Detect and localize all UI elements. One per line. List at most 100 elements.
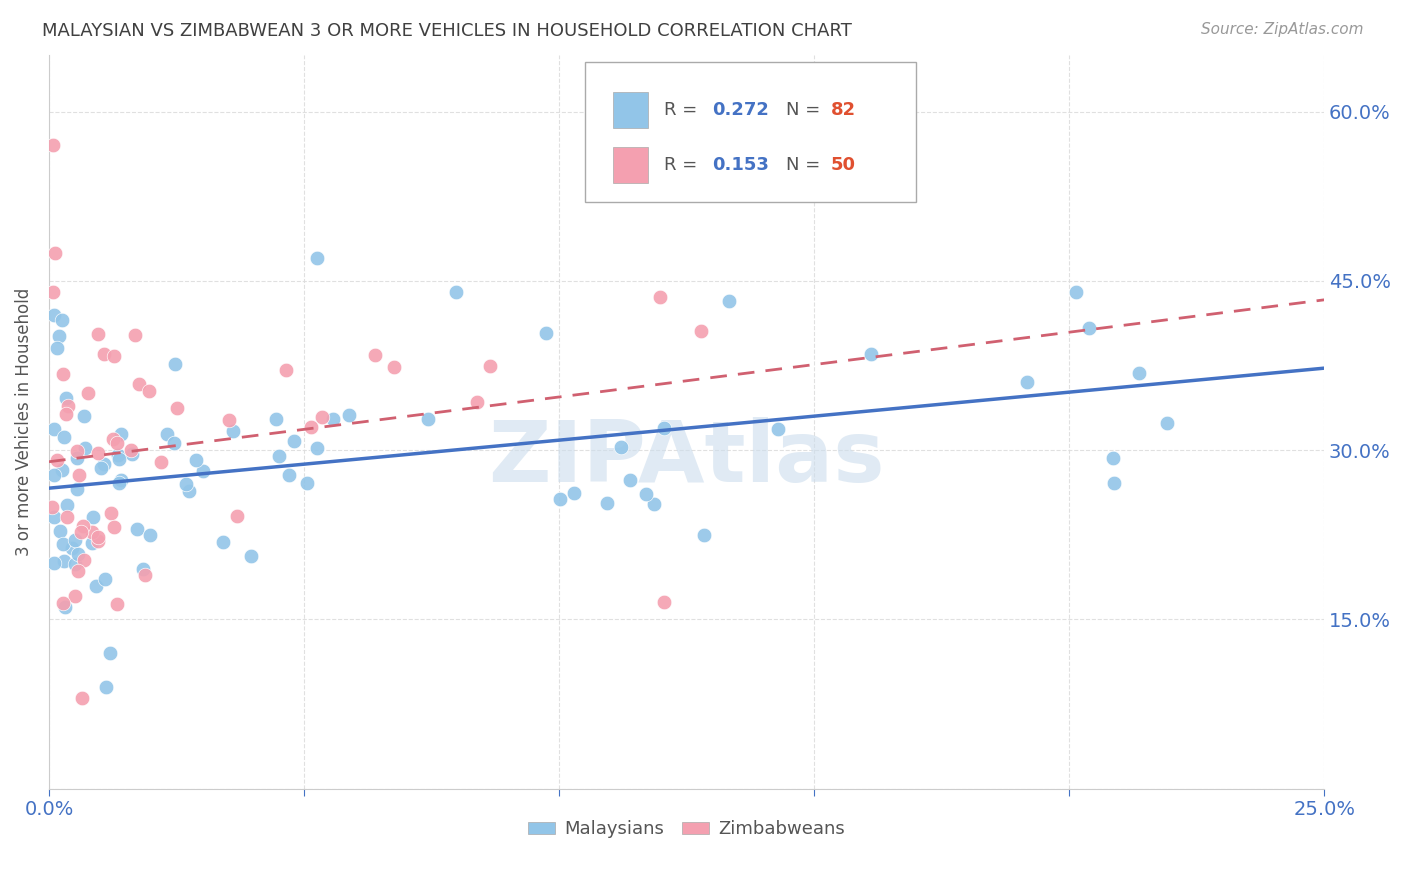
Zimbabweans (465, 394, 488, 409)
Text: 82: 82 (831, 101, 856, 120)
Malaysians (283, 434, 305, 448)
Zimbabweans (70, 691, 93, 706)
Malaysians (266, 411, 288, 425)
Zimbabweans (66, 444, 89, 458)
Malaysians (174, 476, 197, 491)
Malaysians (121, 447, 143, 461)
Malaysians (1064, 285, 1087, 299)
Malaysians (107, 448, 129, 462)
Malaysians (53, 600, 76, 615)
Malaysians (66, 547, 89, 561)
Zimbabweans (103, 520, 125, 534)
Malaysians (1077, 321, 1099, 335)
Zimbabweans (650, 290, 672, 304)
Zimbabweans (44, 245, 66, 260)
Malaysians (49, 524, 72, 538)
Malaysians (42, 556, 65, 570)
Malaysians (42, 467, 65, 482)
Zimbabweans (138, 384, 160, 398)
Malaysians (82, 510, 104, 524)
Zimbabweans (77, 386, 100, 401)
Zimbabweans (103, 432, 125, 446)
Zimbabweans (45, 452, 67, 467)
FancyBboxPatch shape (585, 62, 917, 202)
Zimbabweans (86, 530, 108, 544)
Zimbabweans (124, 328, 146, 343)
Zimbabweans (63, 589, 86, 603)
Malaysians (55, 391, 77, 405)
Zimbabweans (311, 409, 333, 424)
Zimbabweans (226, 508, 249, 523)
Zimbabweans (42, 285, 65, 299)
Malaysians (60, 541, 83, 556)
Zimbabweans (80, 525, 103, 540)
Zimbabweans (86, 445, 108, 459)
Malaysians (596, 496, 619, 510)
Zimbabweans (42, 138, 65, 153)
Zimbabweans (105, 597, 128, 611)
Malaysians (1128, 366, 1150, 380)
Zimbabweans (72, 518, 94, 533)
Zimbabweans (100, 507, 122, 521)
Zimbabweans (478, 359, 501, 373)
Malaysians (42, 308, 65, 322)
Malaysians (221, 424, 243, 438)
Malaysians (51, 463, 73, 477)
Malaysians (42, 509, 65, 524)
Malaysians (132, 562, 155, 576)
Malaysians (619, 473, 641, 487)
Zimbabweans (364, 348, 387, 362)
Malaysians (84, 579, 107, 593)
Zimbabweans (689, 324, 711, 338)
Malaysians (53, 430, 76, 444)
Malaysians (295, 476, 318, 491)
Malaysians (652, 421, 675, 435)
Malaysians (562, 486, 585, 500)
Malaysians (1156, 416, 1178, 430)
Malaysians (305, 251, 328, 265)
Text: R =: R = (664, 156, 703, 174)
Malaysians (860, 347, 883, 361)
Malaysians (766, 422, 789, 436)
Zimbabweans (70, 525, 93, 540)
Malaysians (73, 409, 96, 423)
Zimbabweans (120, 443, 142, 458)
Malaysians (45, 342, 67, 356)
Malaysians (184, 453, 207, 467)
Text: 0.153: 0.153 (711, 156, 769, 174)
Malaysians (66, 450, 89, 465)
Malaysians (42, 422, 65, 436)
Zimbabweans (87, 326, 110, 341)
Malaysians (65, 533, 87, 547)
Malaysians (127, 523, 149, 537)
Legend: Malaysians, Zimbabweans: Malaysians, Zimbabweans (520, 814, 852, 846)
Zimbabweans (134, 568, 156, 582)
Malaysians (90, 461, 112, 475)
Malaysians (416, 412, 439, 426)
Zimbabweans (52, 368, 75, 382)
Malaysians (156, 426, 179, 441)
Zimbabweans (67, 564, 90, 578)
Zimbabweans (382, 360, 405, 375)
Bar (613, 92, 648, 128)
Malaysians (66, 482, 89, 496)
Malaysians (138, 528, 160, 542)
Malaysians (108, 451, 131, 466)
Zimbabweans (41, 500, 63, 515)
Malaysians (98, 646, 121, 660)
Text: MALAYSIAN VS ZIMBABWEAN 3 OR MORE VEHICLES IN HOUSEHOLD CORRELATION CHART: MALAYSIAN VS ZIMBABWEAN 3 OR MORE VEHICL… (42, 22, 852, 40)
Zimbabweans (128, 377, 150, 392)
Malaysians (1102, 451, 1125, 466)
Zimbabweans (150, 455, 173, 469)
Zimbabweans (55, 407, 77, 421)
Malaysians (82, 535, 104, 549)
Malaysians (239, 549, 262, 563)
Zimbabweans (67, 467, 90, 482)
Text: N =: N = (786, 156, 825, 174)
Bar (613, 147, 648, 184)
Malaysians (444, 285, 467, 299)
Malaysians (110, 473, 132, 487)
Malaysians (718, 293, 741, 308)
Malaysians (269, 449, 291, 463)
Malaysians (165, 357, 187, 371)
